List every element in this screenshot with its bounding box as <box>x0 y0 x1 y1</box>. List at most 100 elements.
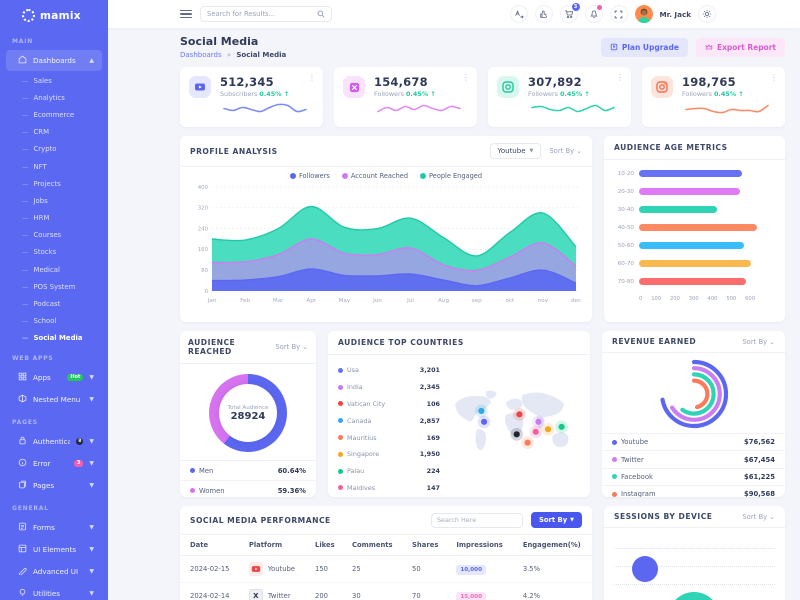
sidebar-item-forms[interactable]: Forms ▼ <box>6 517 102 538</box>
sidebar-subitem-crm[interactable]: — CRM <box>22 128 50 137</box>
sidebar-subitem-sales[interactable]: — Sales <box>22 76 52 85</box>
sidebar-section-pages: PAGES <box>12 419 38 426</box>
user-avatar[interactable] <box>634 5 653 23</box>
breadcrumb-separator: » <box>226 51 232 59</box>
chevron-down-icon: ▼ <box>89 374 94 381</box>
sidebar-item-ui-elements[interactable]: UI Elements ▼ <box>6 539 102 560</box>
card-menu-icon[interactable]: ⋮ <box>462 73 470 82</box>
brand-name: mamix <box>40 9 81 22</box>
svg-text:sep: sep <box>472 298 482 304</box>
revenue-sort-by[interactable]: Sort By ⌄ <box>742 337 775 346</box>
card-menu-icon[interactable]: ⋮ <box>770 73 778 82</box>
sidebar-subitem-analytics[interactable]: — Analytics <box>22 93 65 102</box>
sidebar-subitem-crypto[interactable]: — Crypto <box>22 145 57 154</box>
device-bubble <box>632 556 658 582</box>
page-title: Social Media <box>180 35 259 48</box>
sidebar-item-apps[interactable]: Apps Hot ▼ <box>6 367 102 388</box>
sidebar-section-web-apps: WEB APPS <box>12 355 54 362</box>
stat-label: Followers 0.45% ↑ <box>528 90 590 98</box>
crown-icon <box>705 44 713 50</box>
export-report-button[interactable]: Export Report <box>695 37 785 57</box>
sidebar-subitem-hrm[interactable]: — HRM <box>22 214 50 223</box>
sidebar-nav: MAIN Dashboards ▲ — Sales — Analytics — Ecommer… <box>0 30 108 600</box>
cart-icon[interactable]: 3 <box>559 3 580 23</box>
table-row[interactable]: 2024-02-14 X Twitter 200 30 70 15,000 4.2% <box>180 582 592 600</box>
user-name[interactable]: Mr. Jack <box>659 9 691 19</box>
audience-donut-legend: Men 60.64% Women 59.36% <box>180 460 316 497</box>
sidebar-item-nested-menu[interactable]: Nested Menu ▼ <box>6 389 102 410</box>
sidebar-subitem-school[interactable]: — School <box>22 317 57 326</box>
sparkline <box>531 104 615 113</box>
like-icon[interactable] <box>534 5 553 23</box>
table-row[interactable]: 2024-02-15 Youtube 150 25 50 10,000 3.5% <box>180 555 592 583</box>
sidebar-item-pages[interactable]: Pages ▼ <box>6 475 102 496</box>
settings-gear-icon[interactable] <box>698 5 716 23</box>
fullscreen-icon[interactable] <box>609 5 628 23</box>
sidebar-dot-badge: 8 <box>76 438 84 445</box>
youtube-icon <box>248 562 263 576</box>
sidebar-subitem-ecommerce[interactable]: — Ecommerce <box>22 110 75 119</box>
brand-logo[interactable]: mamix <box>0 0 108 30</box>
audience-donut-chart: Total Audience 28924 <box>209 374 287 452</box>
profile-analysis-panel: PROFILE ANALYSIS Youtube ▼ Sort By ⌄ Fol… <box>180 136 592 322</box>
revenue-row-instagram: Instagram $90,568 <box>602 485 785 497</box>
sidebar-subitem-stocks[interactable]: — Stocks <box>22 248 57 257</box>
stat-label: Followers 0.45% ↑ <box>682 90 744 98</box>
hamburger-menu-icon[interactable] <box>180 8 192 21</box>
platform-filter-select[interactable]: Youtube ▼ <box>489 143 542 159</box>
sidebar-subitem-jobs[interactable]: — Jobs <box>22 196 48 205</box>
page-header: Social Media Dashboards » Social Media P… <box>180 35 785 59</box>
stat-value: 512,345 <box>220 75 274 89</box>
cart-count-badge: 3 <box>571 3 580 11</box>
revenue-row-facebook: Facebook $61,225 <box>602 467 785 485</box>
legend-followers: Followers <box>289 172 330 180</box>
global-search-input[interactable] <box>207 10 313 18</box>
sidebar-item-error[interactable]: Error 3 ▼ <box>6 453 102 474</box>
donut-center-value: 28924 <box>230 410 266 422</box>
grid-icon <box>18 372 27 383</box>
stat-card-2: ⋮ 154,678 Followers 0.45% ↑ <box>334 67 477 127</box>
country-row-palau: Palau 224 <box>338 463 440 480</box>
audience-reached-sort-by[interactable]: Sort By ⌄ <box>275 343 308 351</box>
plan-upgrade-button[interactable]: Plan Upgrade <box>600 37 688 57</box>
chevron-down-icon: ▼ <box>89 460 94 467</box>
language-icon[interactable] <box>509 5 528 23</box>
svg-text:oct: oct <box>505 298 514 304</box>
lock-icon <box>18 436 27 447</box>
sessions-sort-by[interactable]: Sort By ⌄ <box>742 512 775 521</box>
sidebar-subitem-pos-system[interactable]: — POS System <box>22 282 76 291</box>
sidebar-subitem-courses[interactable]: — Courses <box>22 231 62 240</box>
sidebar-item-authentication[interactable]: Authentication8▼ <box>6 431 102 452</box>
table-search-input[interactable] <box>436 516 517 524</box>
stat-label: Followers 0.45% ↑ <box>374 90 436 98</box>
table-sort-button[interactable]: Sort By ▼ <box>530 512 582 528</box>
sidebar-subitem-projects[interactable]: — Projects <box>22 179 61 188</box>
revenue-radial-chart <box>602 353 785 433</box>
age-bar-row: 60-70 <box>614 260 773 267</box>
country-row-canada: Canada 2,857 <box>338 412 440 429</box>
age-axis: 0 100 200 300 400 500 600 <box>639 296 755 302</box>
sidebar-subitem-nft[interactable]: — NFT <box>22 162 47 171</box>
sidebar-item-utilities[interactable]: Utilities ▼ <box>6 583 102 600</box>
profile-sort-by[interactable]: Sort By ⌄ <box>549 147 582 155</box>
age-bar-row: 30-40 <box>614 206 773 213</box>
audience-reached-title: AUDIENCE REACHED <box>188 338 236 356</box>
col-date: Date <box>180 535 239 556</box>
card-menu-icon[interactable]: ⋮ <box>616 73 624 82</box>
sidebar-subitem-podcast[interactable]: — Podcast <box>22 300 61 309</box>
notifications-bell-icon[interactable] <box>584 5 603 23</box>
sidebar-subitem-medical[interactable]: — Medical <box>22 265 60 274</box>
sidebar-item-advanced-ui[interactable]: Advanced UI ▼ <box>6 561 102 582</box>
country-row-india: India 2,345 <box>338 379 440 396</box>
svg-text:160: 160 <box>198 247 209 253</box>
sidebar-subitem-social-media[interactable]: — Social Media <box>22 334 83 343</box>
sidebar-item-dashboards[interactable]: Dashboards ▲ <box>6 50 102 71</box>
sidebar-submenu: — Sales — Analytics — Ecommerce — CRM — Crypto — NF… <box>0 72 108 347</box>
page-content: Social Media Dashboards » Social Media P… <box>108 28 800 600</box>
card-menu-icon[interactable]: ⋮ <box>308 73 316 82</box>
age-bar-row: 20-30 <box>614 188 773 195</box>
device-bubble <box>668 592 720 600</box>
breadcrumb-dashboards[interactable]: Dashboards <box>180 51 222 59</box>
utilities-icon <box>18 588 27 599</box>
